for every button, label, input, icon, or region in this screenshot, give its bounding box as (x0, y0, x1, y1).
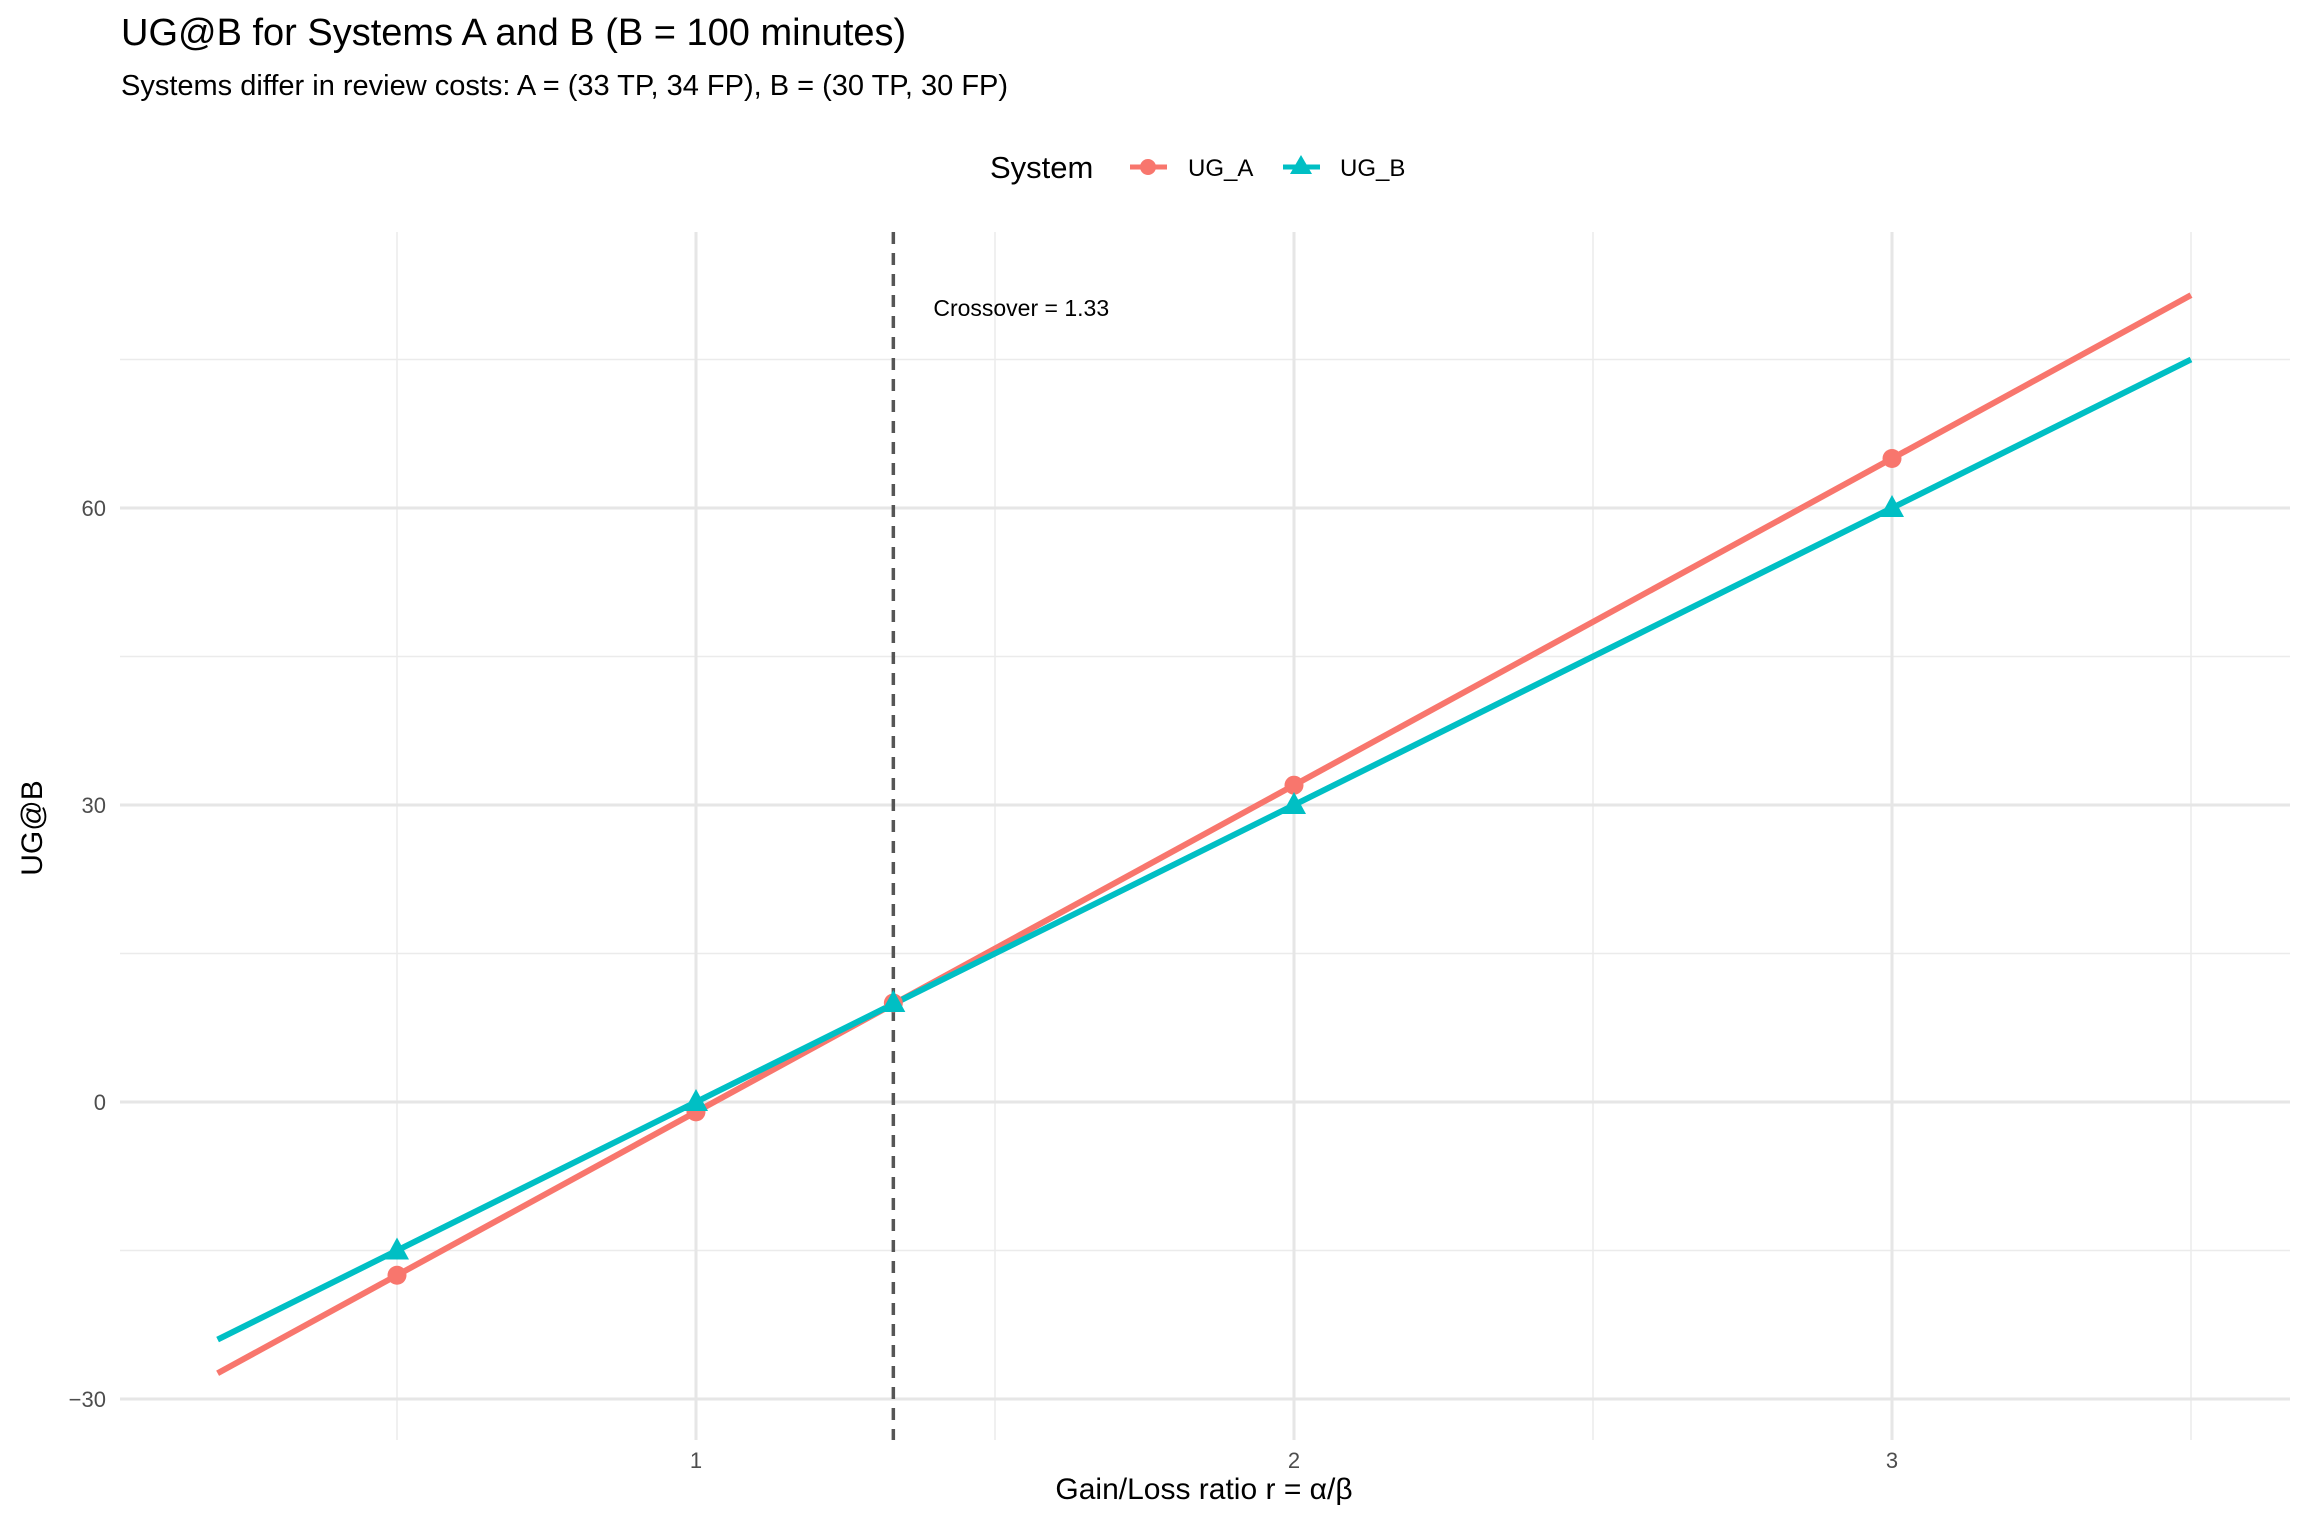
y-tick-label: −30 (69, 1387, 106, 1412)
data-point-ug-b (385, 1237, 409, 1260)
data-point-ug-a (1882, 449, 1902, 468)
series-lines (216, 292, 2193, 1376)
chart-title: UG@B for Systems A and B (B = 100 minute… (121, 12, 907, 54)
x-tick-label: 2 (1288, 1448, 1300, 1473)
legend-label-ug-b: UG_B (1340, 155, 1405, 182)
legend-label-ug-a: UG_A (1188, 155, 1253, 182)
data-point-ug-b (1880, 495, 1904, 517)
legend-marker-ug-b (1290, 155, 1312, 174)
tick-labels: 1 2 3 −30 0 30 60 (69, 496, 1898, 1473)
series-line-ug-a (216, 292, 2193, 1376)
chart-subtitle: Systems differ in review costs: A = (33 … (121, 70, 1009, 102)
y-tick-label: 30 (82, 793, 106, 818)
x-tick-label: 3 (1886, 1448, 1898, 1473)
data-point-ug-b (881, 990, 906, 1012)
x-axis-title: Gain/Loss ratio r = α/β (1055, 1473, 1352, 1506)
data-point-ug-a (1284, 775, 1304, 795)
y-tick-label: 60 (82, 496, 106, 521)
legend-title: System (990, 150, 1093, 185)
data-point-ug-a (387, 1265, 407, 1285)
annotation: Crossover = 1.33 (933, 295, 1109, 321)
crossover-label: Crossover = 1.33 (933, 295, 1109, 321)
data-point-ug-b (1282, 792, 1306, 814)
x-tick-label: 1 (690, 1448, 702, 1473)
legend-marker-ug-a (1140, 159, 1156, 175)
grid (120, 232, 2290, 1440)
data-point-ug-b (684, 1089, 708, 1111)
series-points (385, 449, 1904, 1285)
legend: System UG_A UG_B (990, 150, 1405, 185)
y-tick-label: 0 (94, 1090, 106, 1115)
y-axis-title: UG@B (16, 780, 49, 875)
series-line-ug-b (216, 356, 2193, 1343)
